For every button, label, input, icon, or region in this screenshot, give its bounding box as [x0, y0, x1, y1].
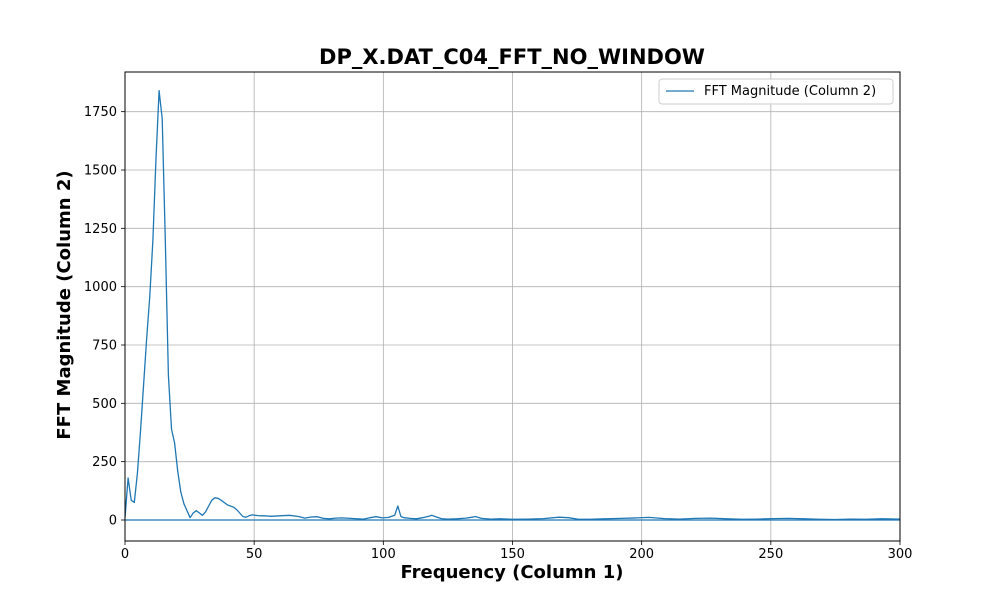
tick-layer: 0 50 100 150 200 250 300 0 250 500 750 1000 1250 1500… — [84, 105, 913, 562]
y-tick-label: 1000 — [84, 280, 117, 295]
x-tick-label: 300 — [888, 547, 913, 562]
chart-title: DP_X.DAT_C04_FFT_NO_WINDOW — [319, 45, 705, 69]
y-tick-label: 1250 — [84, 222, 117, 237]
x-tick-label: 250 — [758, 547, 783, 562]
y-axis-title: FFT Magnitude (Column 2) — [54, 170, 75, 439]
series-layer — [124, 90, 901, 521]
y-tick-label: 500 — [92, 397, 117, 412]
legend: FFT Magnitude (Column 2) — [658, 78, 894, 105]
y-tick-label: 250 — [92, 455, 117, 470]
y-tick-label: 1500 — [84, 164, 117, 179]
x-tick-label: 200 — [629, 547, 654, 562]
x-tick-label: 150 — [500, 547, 525, 562]
series-line-fft-magnitude — [124, 90, 901, 521]
y-tick-label: 750 — [92, 339, 117, 354]
x-tick-label: 0 — [121, 547, 129, 562]
legend-box — [658, 78, 894, 105]
y-tick-label: 1750 — [84, 105, 117, 120]
x-tick-label: 50 — [246, 547, 263, 562]
grid-lines — [124, 72, 901, 541]
x-axis-title: Frequency (Column 1) — [401, 562, 624, 583]
x-tick-label: 100 — [371, 547, 396, 562]
y-tick-label: 0 — [109, 514, 117, 529]
legend-label: FFT Magnitude (Column 2) — [704, 84, 876, 99]
